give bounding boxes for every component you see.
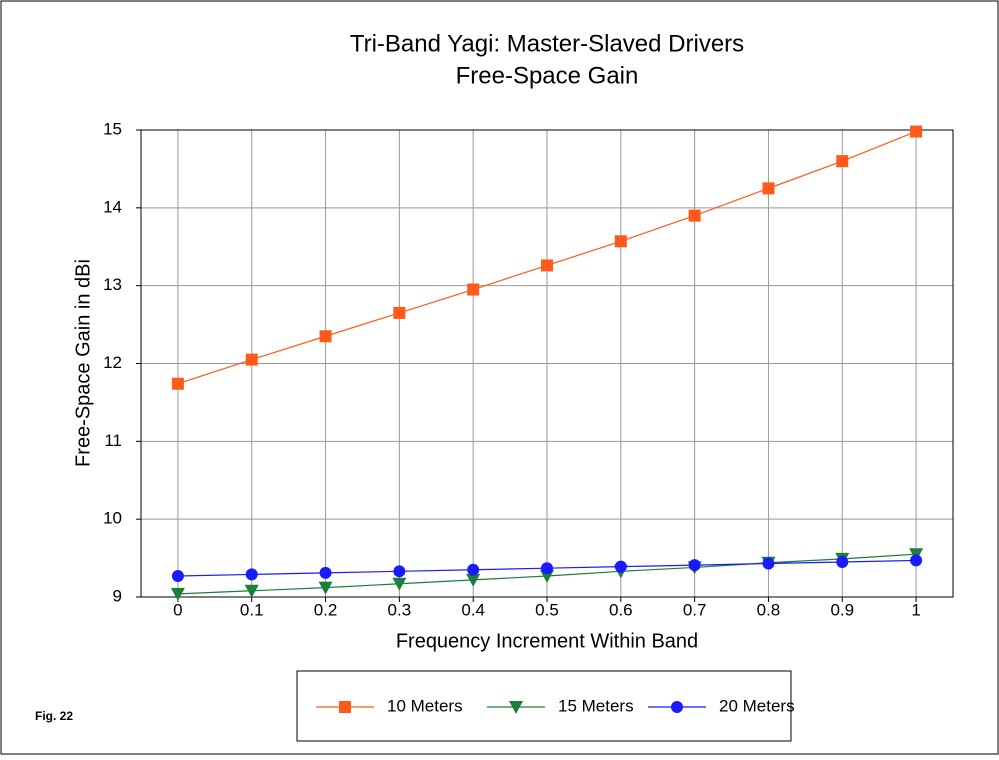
marker xyxy=(762,182,775,195)
marker xyxy=(688,559,701,572)
y-tick-label: 13 xyxy=(103,275,122,294)
y-tick-label: 14 xyxy=(103,197,122,216)
marker xyxy=(466,573,481,587)
marker xyxy=(393,565,406,578)
plot-area xyxy=(140,129,954,598)
marker xyxy=(244,584,259,598)
marker xyxy=(318,581,333,595)
x-tick-label: 0.6 xyxy=(609,600,633,619)
x-tick-label: 1 xyxy=(911,600,920,619)
x-tick-label: 0.9 xyxy=(830,600,854,619)
marker xyxy=(762,557,775,570)
x-tick-label: 0.1 xyxy=(240,600,264,619)
marker xyxy=(171,569,184,582)
marker xyxy=(170,587,185,601)
marker xyxy=(509,701,523,714)
marker xyxy=(910,554,923,567)
marker xyxy=(540,569,554,583)
marker xyxy=(392,577,407,591)
x-tick-label: 0.3 xyxy=(388,600,412,619)
x-tick-label: 0.4 xyxy=(461,600,485,619)
x-tick-label: 0.8 xyxy=(757,600,781,619)
legend-label: 20 Meters xyxy=(719,696,795,715)
marker xyxy=(245,568,258,581)
marker xyxy=(541,259,553,272)
y-axis-label: Free-Space Gain in dBi xyxy=(72,259,94,467)
marker xyxy=(614,560,627,573)
marker xyxy=(541,562,553,575)
y-tick-label: 10 xyxy=(103,509,122,528)
y-tick-label: 15 xyxy=(103,119,122,138)
marker xyxy=(245,353,258,366)
marker xyxy=(467,563,480,576)
y-tick-label: 9 xyxy=(113,586,122,605)
legend xyxy=(296,670,792,742)
marker xyxy=(319,566,332,579)
x-tick-label: 0.7 xyxy=(683,600,707,619)
x-axis-label: Frequency Increment Within Band xyxy=(396,630,698,652)
marker xyxy=(171,377,184,390)
marker xyxy=(393,306,406,319)
chart-subtitle: Free-Space Gain xyxy=(456,62,639,89)
marker xyxy=(688,209,701,222)
x-tick-label: 0 xyxy=(173,600,182,619)
chart-title: Tri-Band Yagi: Master-Slaved Drivers xyxy=(350,30,744,57)
legend-label: 15 Meters xyxy=(558,696,634,715)
y-tick-label: 11 xyxy=(104,431,122,450)
x-tick-label: 0.2 xyxy=(314,600,338,619)
marker xyxy=(910,125,923,138)
marker xyxy=(339,701,351,713)
marker xyxy=(614,235,627,248)
legend-label: 10 Meters xyxy=(387,696,463,715)
marker xyxy=(836,555,849,568)
marker xyxy=(836,155,849,168)
figure-label: Fig. 22 xyxy=(35,709,73,723)
x-tick-label: 0.5 xyxy=(535,600,559,619)
marker xyxy=(671,701,683,713)
y-tick-label: 12 xyxy=(103,353,122,372)
marker xyxy=(467,283,480,296)
marker xyxy=(319,330,332,343)
